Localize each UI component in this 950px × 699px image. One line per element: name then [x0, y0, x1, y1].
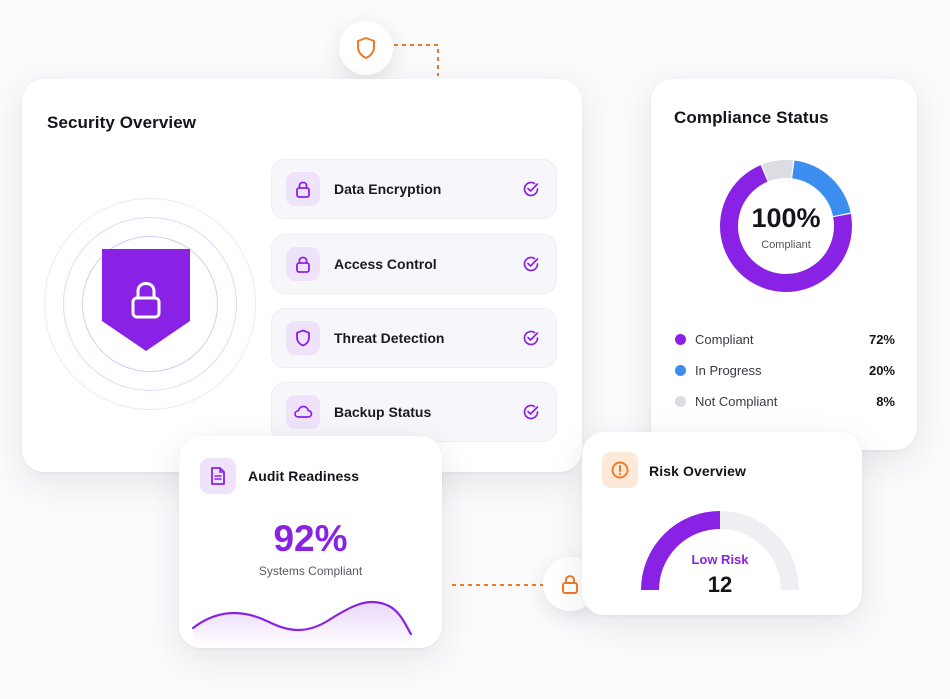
compliance-status-card: Compliance Status 100% Compliant Complia…	[651, 79, 917, 450]
donut-slice-not-compliant	[761, 160, 794, 182]
security-overview-title: Security Overview	[47, 113, 197, 132]
legend-value: 72%	[868, 331, 895, 347]
legend-dot	[675, 364, 686, 376]
compliance-status-title: Compliance Status	[674, 108, 829, 127]
document-icon	[211, 467, 225, 485]
feature-row-backup-status[interactable]: Backup Status	[271, 382, 557, 442]
legend-label: Compliant	[695, 331, 754, 347]
check-circle-icon	[522, 403, 540, 421]
legend-row-compliant: Compliant 72%	[675, 330, 895, 348]
feature-icon-box	[286, 395, 320, 429]
risk-overview-title: Risk Overview	[649, 463, 747, 479]
feature-row-threat-detection[interactable]: Threat Detection	[271, 308, 557, 368]
compliance-donut-chart	[720, 160, 852, 292]
bottom-connector-line	[452, 584, 544, 586]
ring-inner	[82, 236, 218, 372]
shield-badge	[339, 21, 393, 75]
legend-value: 20%	[868, 362, 895, 378]
cloud-icon	[294, 405, 313, 418]
legend-value: 8%	[876, 393, 895, 409]
audit-trend-sparkline	[191, 600, 413, 648]
shield-icon	[296, 329, 310, 347]
lock-icon	[296, 181, 310, 198]
shield-icon	[357, 37, 375, 59]
feature-row-data-encryption[interactable]: Data Encryption	[271, 159, 557, 219]
top-connector-line	[394, 44, 439, 76]
donut-slice-compliant	[720, 165, 852, 292]
alert-circle-icon	[611, 461, 629, 479]
legend-row-in-progress: In Progress 20%	[675, 361, 895, 379]
audit-icon-box	[200, 458, 236, 494]
feature-row-access-control[interactable]: Access Control	[271, 234, 557, 294]
shield-lock-icon	[102, 249, 190, 351]
check-circle-icon	[522, 329, 540, 347]
feature-label: Threat Detection	[334, 330, 445, 346]
risk-gauge-fill	[641, 511, 721, 591]
legend-dot	[675, 333, 686, 345]
audit-readiness-value: 92%	[273, 518, 348, 559]
feature-icon-box	[286, 172, 320, 206]
audit-readiness-card: Audit Readiness 92% Systems Compliant	[179, 436, 442, 648]
security-overview-card: Security Overview Data Encryption Access…	[22, 79, 582, 472]
ring-middle	[63, 217, 237, 391]
risk-level-label: Low Risk	[691, 552, 749, 567]
risk-overview-card: Risk Overview Low Risk 12	[582, 432, 862, 615]
legend-row-not-compliant: Not Compliant 8%	[675, 392, 895, 410]
risk-icon-box	[602, 452, 638, 488]
legend-dot	[675, 395, 686, 407]
risk-score-value: 12	[707, 572, 733, 597]
check-circle-icon	[522, 180, 540, 198]
lock-icon	[296, 256, 310, 273]
risk-gauge	[641, 511, 799, 591]
audit-readiness-caption: Systems Compliant	[258, 564, 363, 578]
lock-icon	[562, 575, 578, 594]
feature-label: Access Control	[334, 256, 437, 272]
ring-outer	[44, 198, 256, 410]
audit-readiness-title: Audit Readiness	[248, 468, 360, 484]
donut-center-value: 100%	[751, 203, 821, 233]
feature-label: Backup Status	[334, 404, 432, 420]
legend-label: In Progress	[695, 362, 762, 378]
feature-icon-box	[286, 321, 320, 355]
legend-label: Not Compliant	[695, 393, 778, 409]
donut-center-label: Compliant	[761, 239, 811, 251]
donut-slice-in-progress	[791, 160, 851, 217]
check-circle-icon	[522, 255, 540, 273]
feature-label: Data Encryption	[334, 181, 442, 197]
feature-icon-box	[286, 247, 320, 281]
